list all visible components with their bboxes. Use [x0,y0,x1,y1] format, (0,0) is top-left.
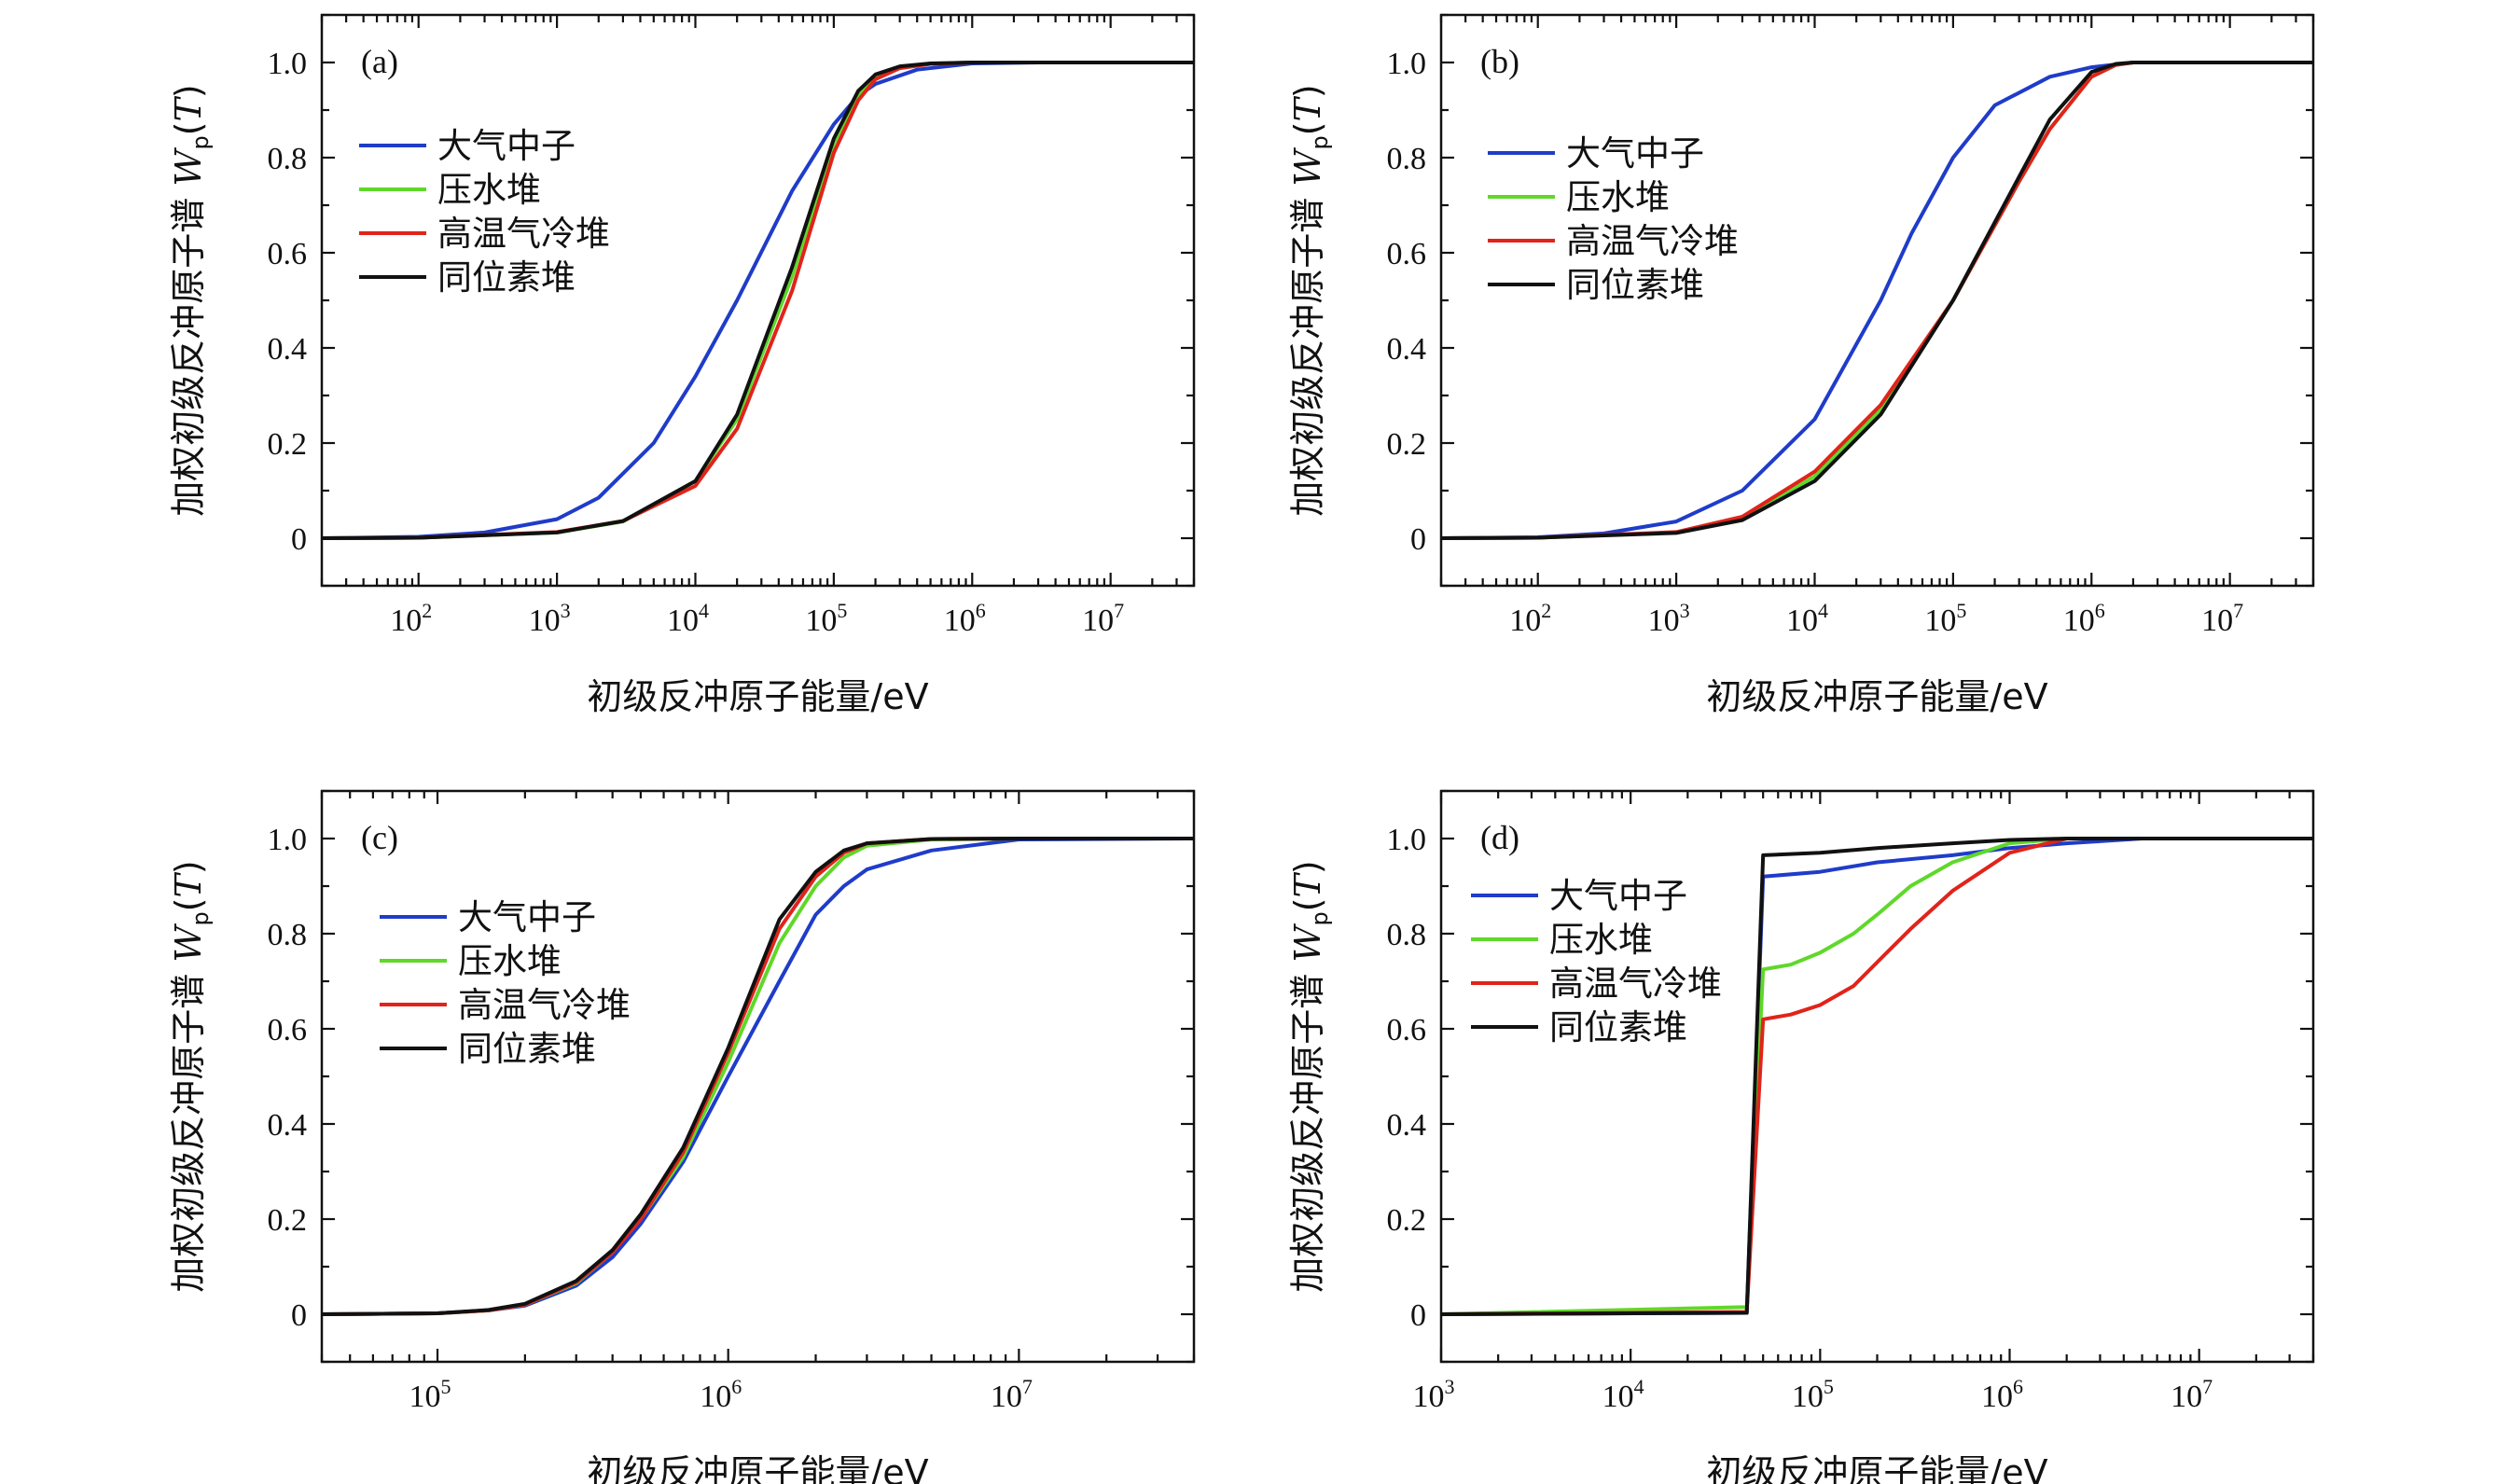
x-tick-label: 102 [390,599,432,638]
legend-label: 同位素堆 [458,1029,596,1069]
x-tick-label: 104 [1786,599,1828,638]
series-line-3 [322,837,1194,1316]
panel-label: (d) [1480,819,1519,856]
x-axis-title: 初级反冲原子能量/eV [1706,676,2047,717]
x-tick-label: 103 [1648,599,1690,638]
legend-label: 大气中子 [1566,133,1704,173]
y-tick-label: 0.6 [1387,1013,1427,1047]
x-axis-title: 初级反冲原子能量/eV [1706,1452,2047,1484]
legend-label: 高温气冷堆 [1549,964,1722,1004]
y-tick-label: 0.4 [1387,1108,1427,1143]
x-axis-title: 初级反冲原子能量/eV [587,676,928,717]
series-line-2 [1441,837,2313,1316]
panel-label: (b) [1480,43,1519,80]
y-tick-label: 0 [1410,1298,1426,1333]
x-tick-label: 107 [1082,599,1124,638]
y-tick-label: 0.2 [1387,427,1427,462]
y-tick-label: 0.8 [268,142,308,176]
x-tick-label: 106 [1981,1375,2023,1414]
y-tick-label: 1.0 [1387,47,1427,81]
y-tick-label: 0.8 [1387,918,1427,952]
panel-b: 102 103 104 105 106 107 0 0.2 0.4 0.6 0.8 1.0 (b) 大气中… [1287,13,2315,717]
y-tick-label: 1.0 [1387,823,1427,857]
y-axis-title: 加权初级反冲原子谱 Wp(T) [168,84,214,516]
x-tick-label: 105 [409,1375,451,1414]
series-line-1 [322,837,1194,1316]
plot-frame [320,789,1196,1364]
series-line-2 [322,837,1194,1316]
x-tick-label: 105 [805,599,847,638]
panel-label: (a) [361,43,398,80]
legend-label: 高温气冷堆 [437,214,610,254]
legend-label: 大气中子 [458,897,596,937]
x-axis-title: 初级反冲原子能量/eV [587,1452,928,1484]
y-tick-label: 1.0 [268,47,308,81]
plot-frame [320,13,1196,588]
y-tick-label: 0.4 [268,332,308,367]
y-tick-label: 0.8 [268,918,308,952]
legend-label: 大气中子 [1549,876,1687,916]
x-tick-label: 106 [2063,599,2105,638]
y-tick-label: 0.6 [268,1013,308,1047]
x-tick-label: 104 [1602,1375,1644,1414]
panel-label: (c) [361,819,398,856]
legend-label: 高温气冷堆 [1566,221,1739,261]
x-tick-label: 103 [529,599,571,638]
legend-label: 压水堆 [1549,920,1653,960]
x-tick-label: 107 [2171,1375,2213,1414]
y-axis-title: 加权初级反冲原子谱 Wp(T) [168,860,214,1292]
legend-label: 大气中子 [437,126,576,166]
y-tick-label: 0.4 [1387,332,1427,367]
x-tick-label: 102 [1509,599,1551,638]
series-line-0 [322,837,1194,1316]
y-tick-label: 0.8 [1387,142,1427,176]
legend-label: 同位素堆 [1549,1007,1687,1047]
x-tick-label: 105 [1924,599,1966,638]
x-tick-label: 107 [991,1375,1033,1414]
legend-label: 同位素堆 [1566,265,1704,305]
y-tick-label: 0 [1410,522,1426,557]
legend-label: 压水堆 [1566,177,1670,217]
series-line-0 [322,61,1194,540]
x-tick-label: 104 [667,599,709,638]
x-tick-label: 106 [700,1375,742,1414]
series-line-3 [1441,837,2313,1316]
panel-a: 102 103 104 105 106 107 0 0.2 0.4 0.6 0.8 1.0 (a) 大气中… [168,13,1196,717]
y-tick-label: 0 [291,1298,307,1333]
y-axis-title: 加权初级反冲原子谱 Wp(T) [1287,84,1333,516]
legend-label: 同位素堆 [437,257,576,298]
x-tick-label: 107 [2201,599,2243,638]
y-tick-label: 0.2 [1387,1203,1427,1238]
panel-c: 105 106 107 0 0.2 0.4 0.6 0.8 1.0 (c) 大气中子压水堆高温气冷堆… [168,789,1196,1484]
y-tick-label: 0.6 [1387,237,1427,271]
y-tick-label: 1.0 [268,823,308,857]
y-tick-label: 0.2 [268,427,308,462]
x-tick-label: 103 [1413,1375,1455,1414]
x-tick-label: 106 [944,599,986,638]
y-axis-title: 加权初级反冲原子谱 Wp(T) [1287,860,1333,1292]
y-tick-label: 0.2 [268,1203,308,1238]
y-tick-label: 0.4 [268,1108,308,1143]
legend-label: 压水堆 [437,170,541,210]
legend-label: 压水堆 [458,941,562,981]
panel-d: 103 104 105 106 107 0 0.2 0.4 0.6 0.8 1.0 (d) 大气中子压水… [1287,789,2315,1484]
x-tick-label: 105 [1792,1375,1834,1414]
y-tick-label: 0.6 [268,237,308,271]
y-tick-label: 0 [291,522,307,557]
series-line-0 [1441,61,2313,540]
series-line-1 [1441,837,2313,1316]
series-line-3 [322,61,1194,540]
legend-label: 高温气冷堆 [458,985,631,1025]
series-line-3 [1441,61,2313,540]
